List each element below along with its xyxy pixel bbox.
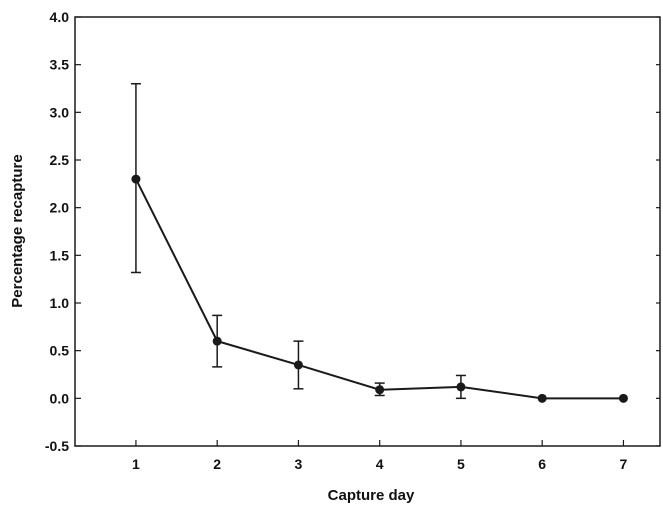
- x-tick-label: 2: [213, 456, 221, 472]
- series-line: [135, 178, 624, 400]
- x-tick-label: 4: [376, 456, 384, 472]
- data-point: [537, 393, 547, 403]
- y-tick-label: 3.0: [50, 104, 70, 120]
- y-tick-label: -0.5: [45, 438, 69, 454]
- y-tick-label: 2.5: [50, 152, 70, 168]
- y-tick-label: 4.0: [50, 9, 70, 25]
- y-tick-label: 1.5: [50, 247, 70, 263]
- x-tick-label: 3: [295, 456, 303, 472]
- y-tick-label: 0.0: [50, 390, 70, 406]
- data-point: [293, 360, 303, 370]
- y-axis-title: Percentage recapture: [9, 154, 26, 307]
- series-layer: [130, 82, 628, 403]
- x-tick-label: 7: [620, 456, 628, 472]
- x-tick-label: 1: [132, 456, 140, 472]
- x-tick-label: 6: [538, 456, 546, 472]
- data-point: [618, 393, 628, 403]
- data-point: [456, 382, 466, 392]
- data-point: [131, 174, 141, 184]
- data-point: [212, 336, 222, 346]
- y-axis-ticks: -0.5 0.0 0.5 1.0 1.5 2.0 2.5 3.0 3.5 4.0: [45, 9, 660, 454]
- x-tick-label: 5: [457, 456, 465, 472]
- y-tick-label: 2.0: [50, 200, 70, 216]
- y-tick-label: 0.5: [50, 343, 70, 359]
- plot-frame: [74, 16, 661, 447]
- y-tick-label: 1.0: [50, 295, 70, 311]
- x-axis-title: Capture day: [328, 487, 415, 504]
- data-point: [375, 385, 385, 395]
- x-axis-ticks: 1 2 3 4 5 6 7: [132, 440, 628, 472]
- y-tick-label: 3.5: [50, 57, 70, 73]
